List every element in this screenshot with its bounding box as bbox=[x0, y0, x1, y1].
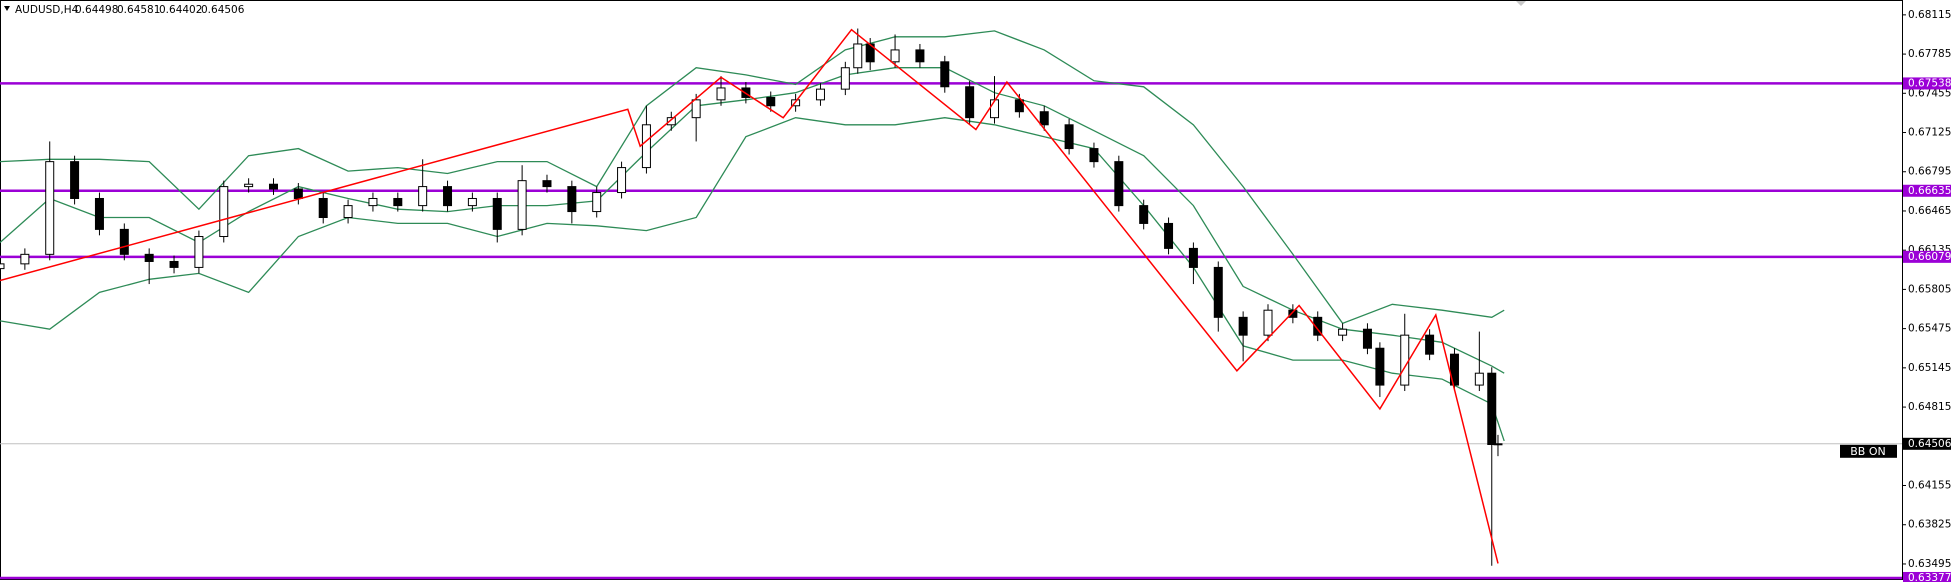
candle-body bbox=[368, 197, 378, 207]
candle-body bbox=[691, 99, 701, 119]
candle-body bbox=[393, 197, 403, 207]
candle-body bbox=[1375, 347, 1385, 386]
candle-body bbox=[244, 183, 254, 188]
candle-body bbox=[840, 67, 850, 90]
current-price-box bbox=[1903, 437, 1951, 450]
candle-body bbox=[617, 167, 627, 194]
candle-body bbox=[1238, 316, 1248, 336]
candle-body bbox=[1188, 247, 1198, 268]
menu-triangle bbox=[4, 6, 10, 11]
candle-body bbox=[1288, 309, 1298, 318]
candle-body bbox=[567, 186, 577, 213]
level-label: 0.66079 bbox=[1908, 251, 1951, 263]
candle-body bbox=[194, 236, 204, 268]
candle-body bbox=[1400, 334, 1410, 386]
candle-body bbox=[70, 161, 80, 199]
symbol-title: AUDUSD,H4 bbox=[15, 4, 79, 16]
candle-body bbox=[293, 188, 303, 199]
current-price-label: 0.64506 bbox=[1908, 438, 1951, 450]
candle-body bbox=[1487, 372, 1497, 446]
candle-body bbox=[1213, 266, 1223, 318]
header-low: 0.64402 bbox=[159, 4, 202, 16]
candle-body bbox=[343, 205, 353, 219]
candle-body bbox=[0, 263, 5, 270]
candle-body bbox=[1039, 111, 1049, 126]
indicator-label: BB ON bbox=[1850, 445, 1885, 458]
level-label: 0.66635 bbox=[1908, 185, 1951, 197]
level-label-box bbox=[1903, 571, 1951, 582]
y-tick-label: 0.65805 bbox=[1908, 283, 1951, 295]
y-tick-label: 0.66465 bbox=[1908, 205, 1951, 217]
level-label: 0.67538 bbox=[1908, 77, 1951, 89]
candle-body bbox=[1114, 161, 1124, 207]
bollinger-lower bbox=[0, 117, 1505, 442]
candle-body bbox=[268, 183, 278, 190]
level-label-box bbox=[1903, 184, 1951, 197]
candle-body bbox=[169, 260, 179, 268]
candle-body bbox=[1313, 316, 1323, 336]
header-high: 0.64581 bbox=[117, 4, 160, 16]
candle-body bbox=[592, 192, 602, 213]
plot-frame bbox=[0, 0, 1903, 580]
candle-body bbox=[119, 228, 129, 255]
candle-body bbox=[641, 124, 651, 169]
candle-body bbox=[1089, 148, 1099, 163]
level-label-box bbox=[1903, 77, 1951, 90]
candle-body bbox=[443, 186, 453, 207]
candle-body bbox=[890, 49, 900, 63]
candle-body bbox=[716, 87, 726, 101]
y-tick-label: 0.67455 bbox=[1908, 87, 1951, 99]
candle-body bbox=[45, 161, 55, 255]
candle-body bbox=[467, 197, 477, 207]
candle-body bbox=[1449, 353, 1459, 386]
y-tick-label: 0.65475 bbox=[1908, 323, 1951, 335]
header-close: 0.64506 bbox=[201, 4, 245, 16]
candle-body bbox=[1338, 328, 1348, 336]
level-label-box bbox=[1903, 250, 1951, 263]
candle-body bbox=[1425, 334, 1435, 355]
candle-body bbox=[542, 180, 552, 188]
candle-body bbox=[666, 117, 676, 126]
candle-body bbox=[1139, 205, 1149, 224]
candle-body bbox=[965, 86, 975, 119]
y-tick-label: 0.68115 bbox=[1908, 9, 1951, 21]
y-tick-label: 0.66795 bbox=[1908, 166, 1951, 178]
candle-body bbox=[766, 96, 776, 107]
candle-body bbox=[418, 186, 428, 207]
candle-body bbox=[144, 253, 154, 262]
candle-body bbox=[1164, 222, 1174, 249]
candle-body bbox=[492, 197, 502, 230]
level-label: 0.63377 bbox=[1908, 572, 1951, 582]
indicator-box bbox=[1840, 444, 1897, 458]
candle-body bbox=[1362, 328, 1372, 349]
y-tick-label: 0.64815 bbox=[1908, 401, 1951, 413]
candle-body bbox=[990, 99, 1000, 119]
candle-body bbox=[815, 88, 825, 101]
y-tick-label: 0.67125 bbox=[1908, 127, 1951, 139]
candle-body bbox=[517, 180, 527, 230]
y-tick-label: 0.63825 bbox=[1908, 519, 1951, 531]
candle-body bbox=[940, 61, 950, 88]
y-tick-label: 0.67785 bbox=[1908, 48, 1951, 60]
bollinger-upper bbox=[0, 30, 1505, 325]
candle-body bbox=[318, 197, 328, 219]
candle-body bbox=[1474, 372, 1484, 386]
candle-body bbox=[1014, 99, 1024, 113]
candle-body bbox=[94, 197, 104, 230]
header-open: 0.64498 bbox=[75, 4, 118, 16]
candle-body bbox=[1493, 443, 1503, 446]
zigzag-line bbox=[0, 28, 1499, 564]
y-tick-label: 0.64155 bbox=[1908, 480, 1951, 492]
candle-body bbox=[1263, 309, 1273, 336]
y-tick-label: 0.63495 bbox=[1908, 558, 1951, 570]
candle-body bbox=[853, 43, 863, 69]
candle-body bbox=[219, 186, 229, 238]
candle-body bbox=[20, 253, 30, 265]
candle-body bbox=[915, 49, 925, 63]
shift-marker bbox=[1516, 1, 1526, 6]
candle-body bbox=[1064, 124, 1074, 150]
y-tick-label: 0.65145 bbox=[1908, 362, 1951, 374]
